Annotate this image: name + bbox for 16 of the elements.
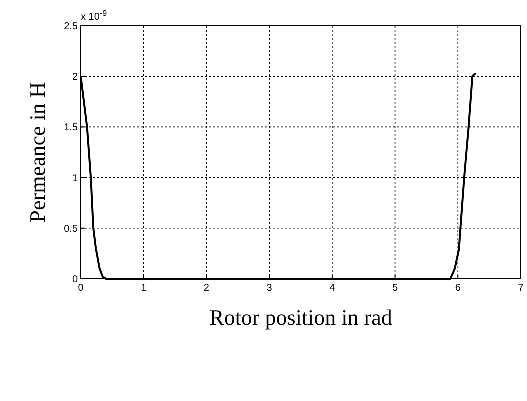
y-tick-label: 1 bbox=[72, 173, 78, 184]
x-axis-title: Rotor position in rad bbox=[210, 305, 392, 330]
y-tick-label: 1.5 bbox=[64, 122, 78, 134]
y-axis-title: Permeance in H bbox=[25, 82, 50, 223]
x-tick-label: 3 bbox=[266, 283, 273, 294]
x-tick-label: 7 bbox=[518, 283, 524, 294]
x-tick-label: 4 bbox=[330, 283, 336, 294]
x-tick-label: 6 bbox=[455, 283, 462, 294]
y-tick-label: 2.5 bbox=[64, 22, 78, 32]
text: x 10$^{-9}$ bbox=[81, 8, 108, 23]
y-tick-label: 2 bbox=[72, 72, 78, 84]
x-tick-label: 5 bbox=[392, 283, 399, 294]
y-tick-label: 0.5 bbox=[64, 224, 78, 235]
y-tick-label: 0 bbox=[72, 274, 78, 286]
x-tick-label: 1 bbox=[141, 283, 148, 294]
x-tick-label: 2 bbox=[204, 283, 210, 294]
